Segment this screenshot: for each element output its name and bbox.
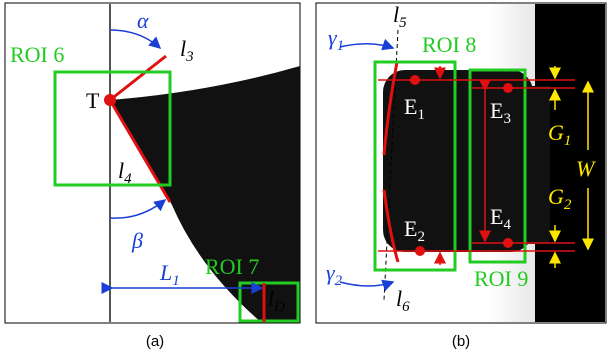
- label-sub: D: [273, 299, 285, 315]
- label-sub: 3: [185, 49, 194, 65]
- label: β: [131, 228, 143, 253]
- figure: α l3 ROI 6 T l4 β ROI 7 L1 lD (a): [0, 0, 611, 356]
- label-sub: 4: [503, 217, 511, 233]
- label: ROI 8: [422, 32, 476, 57]
- point: [503, 238, 513, 248]
- caption: (b): [452, 333, 470, 350]
- label-base: E: [490, 98, 503, 123]
- label: ROI 9: [474, 266, 528, 291]
- label-sub: 5: [399, 15, 407, 31]
- label-sub: 1: [337, 38, 345, 54]
- label: ROI 7: [205, 254, 259, 279]
- label-sub: 2: [564, 197, 572, 213]
- label-sub: 3: [503, 111, 511, 127]
- caption: (a): [146, 333, 164, 350]
- label-base: E: [404, 216, 417, 241]
- point: [410, 75, 420, 85]
- label-base: G: [548, 120, 564, 145]
- label-base: E: [490, 204, 503, 229]
- label-base: L: [159, 260, 172, 285]
- label-sub: 1: [172, 273, 180, 289]
- label-sub: 6: [402, 299, 410, 315]
- label-sub: 4: [124, 171, 132, 187]
- label: T: [86, 88, 100, 113]
- tip-point: [104, 94, 116, 106]
- label: ROI 6: [10, 42, 64, 67]
- point: [415, 246, 425, 256]
- panel-b: γ1 l5 ROI 8 E1 E3 G1 W G2 E2 E4 γ2 l6 RO…: [316, 2, 606, 323]
- label-sub: 1: [564, 133, 572, 149]
- label: α: [137, 8, 149, 33]
- label-sub: 1: [417, 107, 425, 123]
- label-sub: 2: [417, 229, 425, 245]
- panel-a: α l3 ROI 6 T l4 β ROI 7 L1 lD: [5, 3, 300, 323]
- label-base: G: [548, 184, 564, 209]
- label: W: [576, 156, 596, 181]
- label-sub: 2: [335, 273, 343, 289]
- point: [503, 83, 513, 93]
- label-base: E: [404, 94, 417, 119]
